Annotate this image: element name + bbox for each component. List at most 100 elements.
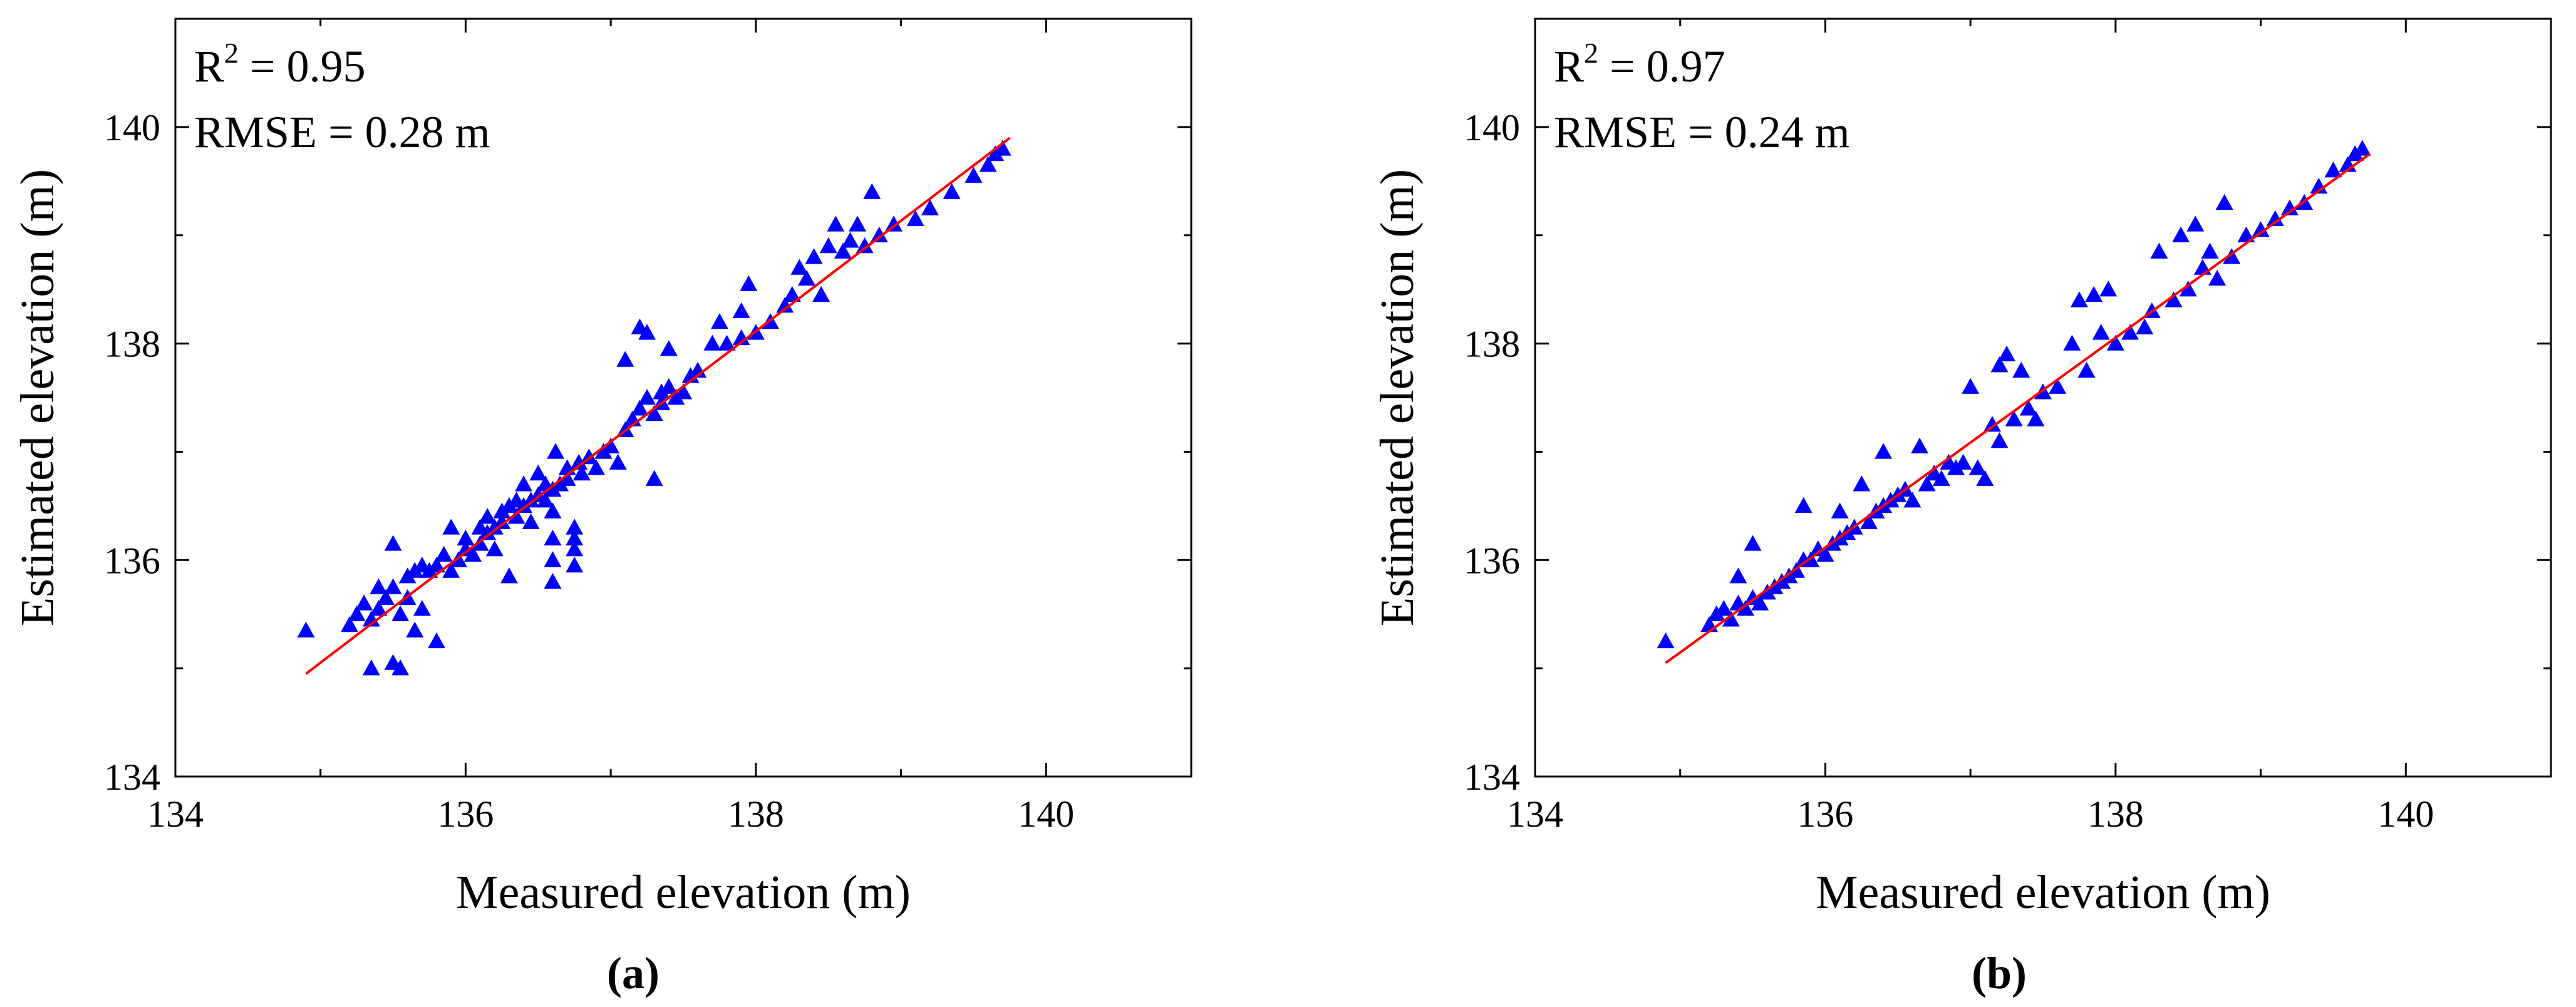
scatter-point bbox=[2027, 410, 2045, 426]
y-axis-title: Estimated elevation (m) bbox=[1371, 169, 1424, 626]
scatter-point bbox=[384, 578, 402, 594]
r-squared-prefix: R bbox=[1554, 41, 1584, 91]
scatter-point bbox=[2186, 215, 2205, 232]
rmse-label: RMSE = 0.28 m bbox=[194, 107, 490, 157]
scatter-point bbox=[362, 611, 380, 627]
panel-caption: (b) bbox=[1972, 948, 2027, 998]
scatter-point bbox=[2136, 318, 2154, 334]
scatter-point bbox=[849, 215, 867, 232]
scatter-point bbox=[645, 470, 663, 486]
scatter-point bbox=[2201, 242, 2219, 259]
scatter-point bbox=[732, 302, 750, 318]
scatter-point bbox=[884, 215, 903, 232]
scatter-point bbox=[993, 140, 1011, 156]
scatter-point bbox=[435, 545, 453, 562]
scatter-point bbox=[797, 269, 815, 286]
scatter-point bbox=[566, 529, 584, 545]
scatter-point bbox=[500, 567, 518, 584]
scatter-point bbox=[1962, 378, 1980, 394]
y-tick-label: 136 bbox=[1464, 540, 1520, 581]
scatter-point bbox=[2324, 162, 2342, 178]
scatter-point bbox=[2121, 324, 2139, 340]
scatter-point bbox=[2215, 194, 2233, 210]
scatter-point bbox=[819, 237, 837, 254]
scatter-point bbox=[616, 351, 634, 367]
scatter-point bbox=[631, 400, 649, 416]
scatter-point bbox=[1911, 437, 1929, 453]
y-tick-label: 140 bbox=[104, 107, 160, 148]
scatter-point bbox=[1657, 632, 1675, 649]
scatter-point bbox=[2223, 248, 2241, 264]
scatter-point bbox=[544, 572, 562, 589]
scatter-point bbox=[783, 286, 801, 302]
scatter-point bbox=[710, 313, 728, 329]
scatter-point bbox=[645, 405, 663, 421]
r-squared-value: = 0.97 bbox=[1598, 41, 1725, 91]
scatter-point bbox=[442, 562, 460, 578]
scatter-point bbox=[507, 508, 525, 524]
scatter-point bbox=[428, 556, 446, 573]
scatter-point bbox=[660, 340, 678, 356]
scatter-point bbox=[863, 183, 881, 199]
scatter-point bbox=[1853, 475, 1871, 492]
r-squared-label: R2 = 0.95 bbox=[194, 37, 366, 91]
scatter-point bbox=[544, 551, 562, 567]
scatter-point bbox=[2150, 242, 2168, 259]
scatter-point bbox=[413, 600, 431, 616]
scatter-point bbox=[841, 232, 859, 248]
scatter-point bbox=[362, 659, 380, 676]
scatter-point bbox=[2077, 361, 2096, 378]
scatter-point bbox=[566, 519, 584, 535]
scatter-point bbox=[965, 167, 983, 183]
scatter-point bbox=[547, 443, 565, 459]
scatter-point bbox=[776, 297, 794, 313]
scatter-point bbox=[732, 329, 750, 346]
scatter-point bbox=[587, 459, 605, 475]
scatter-point bbox=[471, 535, 489, 551]
scatter-point bbox=[660, 378, 678, 394]
scatter-point bbox=[2099, 281, 2118, 297]
y-tick-label: 138 bbox=[1464, 324, 1520, 365]
x-tick-label: 140 bbox=[2377, 793, 2434, 835]
x-axis-title: Measured elevation (m) bbox=[456, 866, 911, 919]
scatter-point bbox=[609, 453, 627, 470]
scatter-point bbox=[1794, 497, 1813, 514]
x-axis-title: Measured elevation (m) bbox=[1816, 866, 2270, 919]
scatter-point bbox=[2070, 291, 2088, 307]
scatter-point bbox=[1715, 600, 1733, 616]
scatter-point bbox=[1744, 535, 1762, 551]
scatter-point bbox=[1875, 443, 1893, 459]
panel-caption: (a) bbox=[607, 948, 660, 998]
scatter-point bbox=[2266, 210, 2284, 226]
scatter-point bbox=[638, 324, 656, 340]
scatter-point bbox=[485, 540, 504, 557]
scatter-point bbox=[570, 453, 588, 470]
x-tick-label: 136 bbox=[437, 793, 494, 835]
scatter-point bbox=[348, 605, 366, 621]
scatter-point bbox=[2005, 410, 2023, 426]
scatter-point bbox=[406, 621, 424, 638]
x-tick-label: 138 bbox=[2087, 793, 2144, 835]
scatter-point bbox=[1722, 611, 1740, 627]
scatter-point bbox=[1968, 459, 1987, 475]
scatter-point bbox=[1729, 567, 1747, 584]
rmse-label: RMSE = 0.24 m bbox=[1554, 107, 1850, 157]
scatter-point bbox=[979, 156, 997, 172]
scatter-point bbox=[1736, 600, 1754, 616]
scatter-point bbox=[341, 616, 359, 633]
scatter-point bbox=[442, 519, 460, 535]
chart-panel-b bbox=[1534, 18, 2552, 778]
scatter-point bbox=[1918, 475, 1936, 492]
scatter-point bbox=[1903, 492, 1922, 508]
scatter-point bbox=[2353, 140, 2371, 156]
y-tick-label: 140 bbox=[1464, 107, 1520, 148]
scatter-point bbox=[558, 470, 576, 486]
scatter-point bbox=[355, 594, 373, 611]
scatter-point bbox=[2237, 226, 2255, 242]
scatter-point bbox=[384, 535, 402, 551]
scatter-point bbox=[1990, 356, 2009, 373]
y-axis-title: Estimated elevation (m) bbox=[11, 169, 64, 626]
scatter-point bbox=[522, 513, 540, 529]
scatter-point bbox=[870, 226, 888, 242]
